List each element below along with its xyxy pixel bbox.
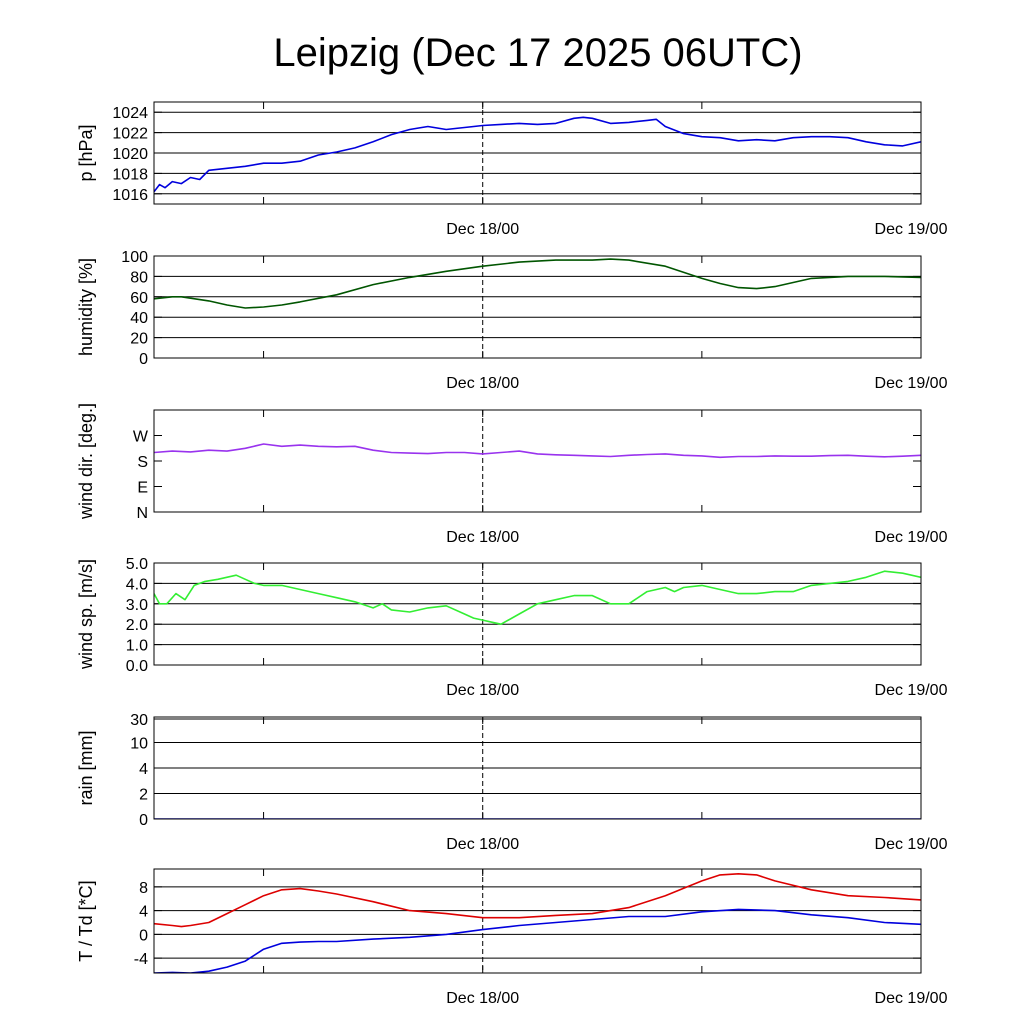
x-tick-label: Dec 19/00 xyxy=(875,990,948,1007)
x-tick-label: Dec 18/00 xyxy=(446,221,519,238)
y-tick-label: 0 xyxy=(139,927,148,944)
y-axis-label: wind sp. [m/s] xyxy=(76,559,96,670)
series-line-humidity xyxy=(154,258,921,309)
y-axis-label: p [hPa] xyxy=(76,124,96,181)
y-tick-label: 5.0 xyxy=(126,556,148,573)
x-tick-label: Dec 19/00 xyxy=(875,682,948,699)
y-tick-label: 30 xyxy=(130,712,148,729)
y-tick-label: 80 xyxy=(130,269,148,286)
series-line-pressure xyxy=(154,116,921,193)
plot-frame xyxy=(153,409,922,513)
y-tick-label: 0 xyxy=(139,351,148,368)
series-line-temperature xyxy=(154,873,921,928)
y-tick-label: 40 xyxy=(130,310,148,327)
panel-pressure: 1016 1018 1020 1022 1024 Dec 18/00 Dec 19/00 p … xyxy=(76,101,948,238)
x-tick-label: Dec 19/00 xyxy=(875,836,948,853)
series-line-wind_speed xyxy=(154,570,921,625)
x-tick-label: Dec 18/00 xyxy=(446,836,519,853)
y-tick-label: 10 xyxy=(130,736,148,753)
plot-frame xyxy=(153,716,922,820)
y-tick-label: 60 xyxy=(130,290,148,307)
x-tick-label: Dec 19/00 xyxy=(875,529,948,546)
y-tick-label: 8 xyxy=(139,880,148,897)
y-tick-label: 0 xyxy=(139,812,148,829)
y-tick-label: N xyxy=(136,505,148,522)
y-tick-label: -4 xyxy=(134,951,148,968)
y-tick-label: 4 xyxy=(139,761,148,778)
y-tick-label: 2 xyxy=(139,787,148,804)
plot-frame xyxy=(153,868,922,974)
y-tick-label: 4 xyxy=(139,904,148,921)
series-line-wind_dir xyxy=(154,443,921,459)
x-tick-label: Dec 19/00 xyxy=(875,375,948,392)
y-tick-label: 1020 xyxy=(112,146,148,163)
x-tick-label: Dec 18/00 xyxy=(446,529,519,546)
y-tick-label: S xyxy=(137,454,148,471)
y-tick-label: 4.0 xyxy=(126,576,148,593)
y-axis-label: humidity [%] xyxy=(76,258,96,356)
y-axis-label: wind dir. [deg.] xyxy=(76,403,96,520)
y-axis-label: rain [mm] xyxy=(76,730,96,805)
y-tick-label: 1016 xyxy=(112,187,148,204)
y-tick-label: 1018 xyxy=(112,166,148,183)
y-tick-label: 0.0 xyxy=(126,658,148,675)
panel-rain: 0 2 4 10 30 Dec 18/00 Dec 19/00 rain [mm] xyxy=(76,712,948,853)
y-tick-label: 1024 xyxy=(112,105,148,122)
y-axis-label: T / Td [*C] xyxy=(76,880,96,961)
x-tick-label: Dec 18/00 xyxy=(446,990,519,1007)
y-tick-label: 2.0 xyxy=(126,617,148,634)
panel-wind_speed: 0.0 1.0 2.0 3.0 4.0 5.0 Dec 18/00 Dec 19/00 wind… xyxy=(76,556,948,699)
y-tick-label: 20 xyxy=(130,331,148,348)
y-tick-label: 1022 xyxy=(112,126,148,143)
x-tick-label: Dec 18/00 xyxy=(446,375,519,392)
x-tick-label: Dec 19/00 xyxy=(875,221,948,238)
y-tick-label: E xyxy=(137,480,148,497)
y-tick-label: 100 xyxy=(121,249,148,266)
plot-frame xyxy=(153,562,922,666)
y-tick-label: 3.0 xyxy=(126,597,148,614)
panel-humidity: 0 20 40 60 80 100 Dec 18/00 Dec 19/00 humidity [… xyxy=(76,249,948,392)
x-tick-label: Dec 18/00 xyxy=(446,682,519,699)
chart-title: Leipzig (Dec 17 2025 06UTC) xyxy=(273,31,802,75)
panel-temperature: -4 0 4 8 Dec 18/00 Dec 19/00 T / Td [*C] xyxy=(76,868,948,1007)
plot-frame xyxy=(153,101,922,205)
series-line-dewpoint xyxy=(154,908,921,973)
y-tick-label: W xyxy=(133,429,149,446)
y-tick-label: 1.0 xyxy=(126,638,148,655)
plot-frame xyxy=(153,255,922,359)
